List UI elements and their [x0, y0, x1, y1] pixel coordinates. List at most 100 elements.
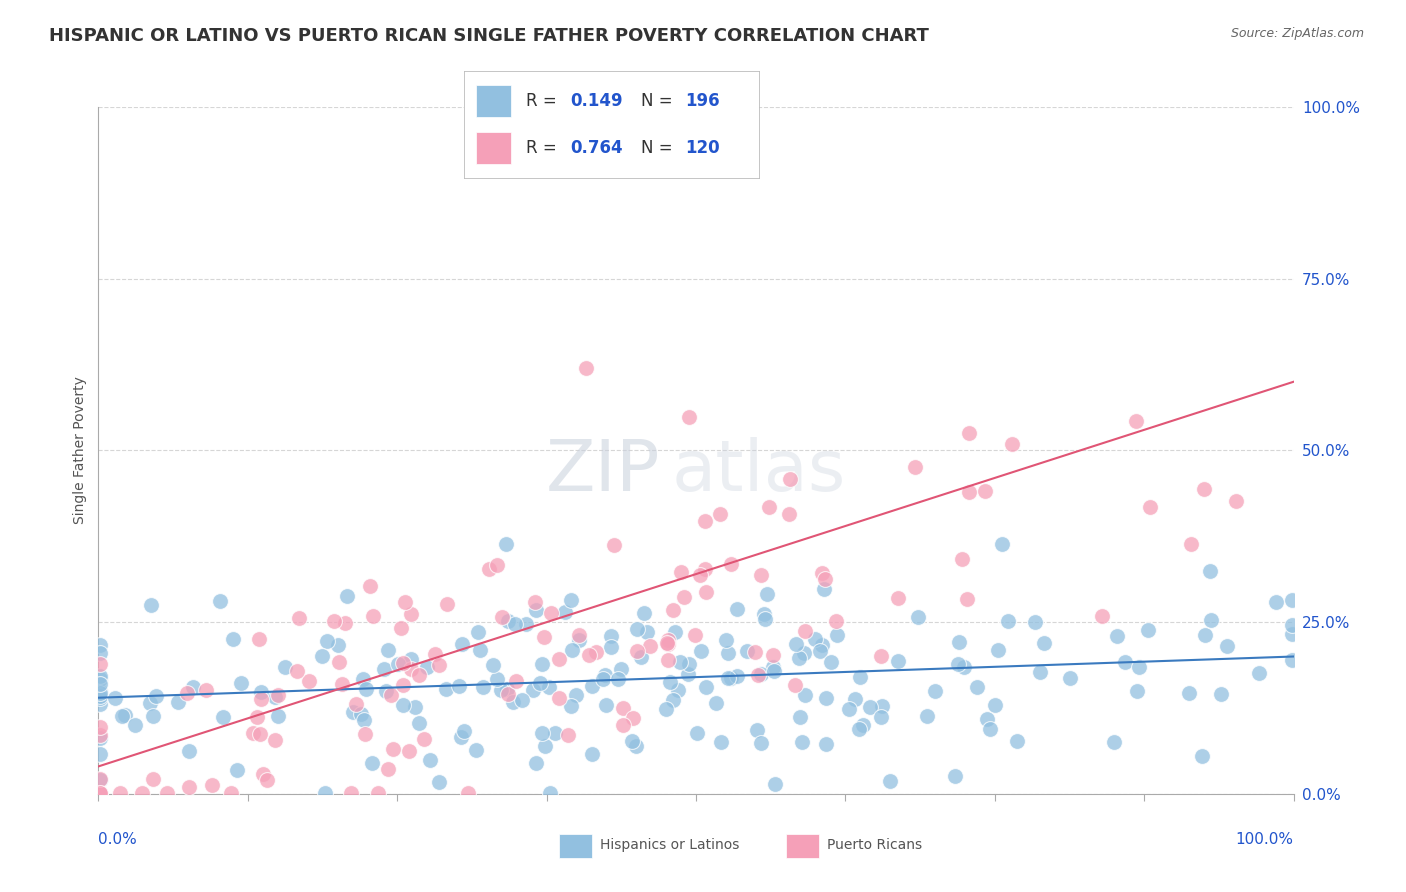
Point	[783, 678, 806, 692]
Point	[548, 651, 571, 665]
Point	[717, 672, 740, 686]
Point	[638, 639, 661, 653]
Point	[870, 710, 893, 724]
Point	[1199, 564, 1222, 578]
Point	[915, 709, 938, 723]
Point	[427, 775, 450, 789]
Point	[131, 786, 153, 800]
Point	[401, 662, 423, 676]
Point	[709, 507, 731, 521]
Point	[683, 628, 706, 642]
Point	[222, 632, 245, 647]
Point	[1192, 482, 1215, 496]
Point	[447, 679, 470, 693]
Text: 196: 196	[686, 93, 720, 111]
Point	[979, 722, 1001, 736]
Point	[515, 616, 537, 631]
Point	[496, 614, 519, 628]
Text: ZIP: ZIP	[546, 436, 661, 506]
Point	[142, 772, 165, 786]
Point	[749, 736, 772, 750]
Point	[907, 609, 929, 624]
Point	[457, 786, 479, 800]
Point	[792, 735, 814, 749]
Point	[754, 612, 776, 626]
Point	[391, 678, 413, 692]
Point	[621, 734, 644, 748]
Point	[344, 697, 367, 711]
Point	[763, 664, 786, 678]
Point	[256, 772, 278, 787]
Point	[554, 606, 576, 620]
Point	[717, 646, 740, 660]
Point	[1225, 493, 1247, 508]
FancyBboxPatch shape	[558, 834, 592, 858]
Point	[89, 698, 111, 712]
Point	[725, 601, 748, 615]
Text: N =: N =	[641, 139, 678, 157]
Point	[177, 780, 200, 795]
Point	[636, 625, 658, 640]
Text: 100.0%: 100.0%	[1236, 831, 1294, 847]
Point	[298, 673, 321, 688]
Point	[948, 635, 970, 649]
Point	[114, 708, 136, 723]
Point	[762, 648, 785, 662]
Point	[408, 668, 430, 682]
Point	[145, 690, 167, 704]
Point	[1216, 639, 1239, 653]
Point	[751, 667, 773, 681]
Point	[453, 724, 475, 739]
Point	[328, 656, 350, 670]
Point	[538, 786, 561, 800]
Point	[533, 630, 555, 644]
Point	[661, 603, 683, 617]
Point	[945, 768, 967, 782]
Point	[486, 558, 509, 573]
Point	[1102, 735, 1125, 749]
Point	[354, 727, 377, 741]
Point	[744, 644, 766, 658]
Point	[399, 607, 422, 622]
Point	[778, 507, 800, 521]
Point	[987, 643, 1010, 657]
Point	[657, 636, 679, 650]
Point	[676, 667, 699, 681]
Point	[953, 659, 976, 673]
Point	[389, 621, 412, 635]
Point	[886, 654, 908, 668]
Text: 120: 120	[686, 139, 720, 157]
Point	[340, 786, 363, 800]
Point	[560, 699, 582, 714]
Point	[585, 645, 607, 659]
Point	[352, 672, 374, 686]
Point	[533, 739, 555, 754]
Point	[89, 686, 111, 700]
Point	[89, 690, 111, 705]
Point	[530, 657, 553, 672]
Point	[503, 617, 526, 632]
Point	[974, 484, 997, 499]
Point	[1209, 687, 1232, 701]
Point	[578, 648, 600, 662]
Point	[704, 697, 727, 711]
Point	[693, 514, 716, 528]
Point	[1137, 623, 1160, 637]
Point	[1059, 672, 1081, 686]
Point	[1005, 734, 1028, 748]
Point	[374, 683, 396, 698]
Point	[380, 689, 402, 703]
Point	[425, 647, 447, 661]
Point	[89, 786, 111, 800]
Point	[156, 786, 179, 800]
Point	[695, 680, 717, 694]
Text: 0.764: 0.764	[571, 139, 623, 157]
Point	[804, 632, 827, 647]
Point	[89, 786, 111, 800]
Point	[89, 772, 111, 786]
Point	[904, 460, 927, 475]
Point	[870, 648, 893, 663]
Point	[669, 655, 692, 669]
Point	[575, 361, 598, 376]
Point	[89, 786, 111, 800]
